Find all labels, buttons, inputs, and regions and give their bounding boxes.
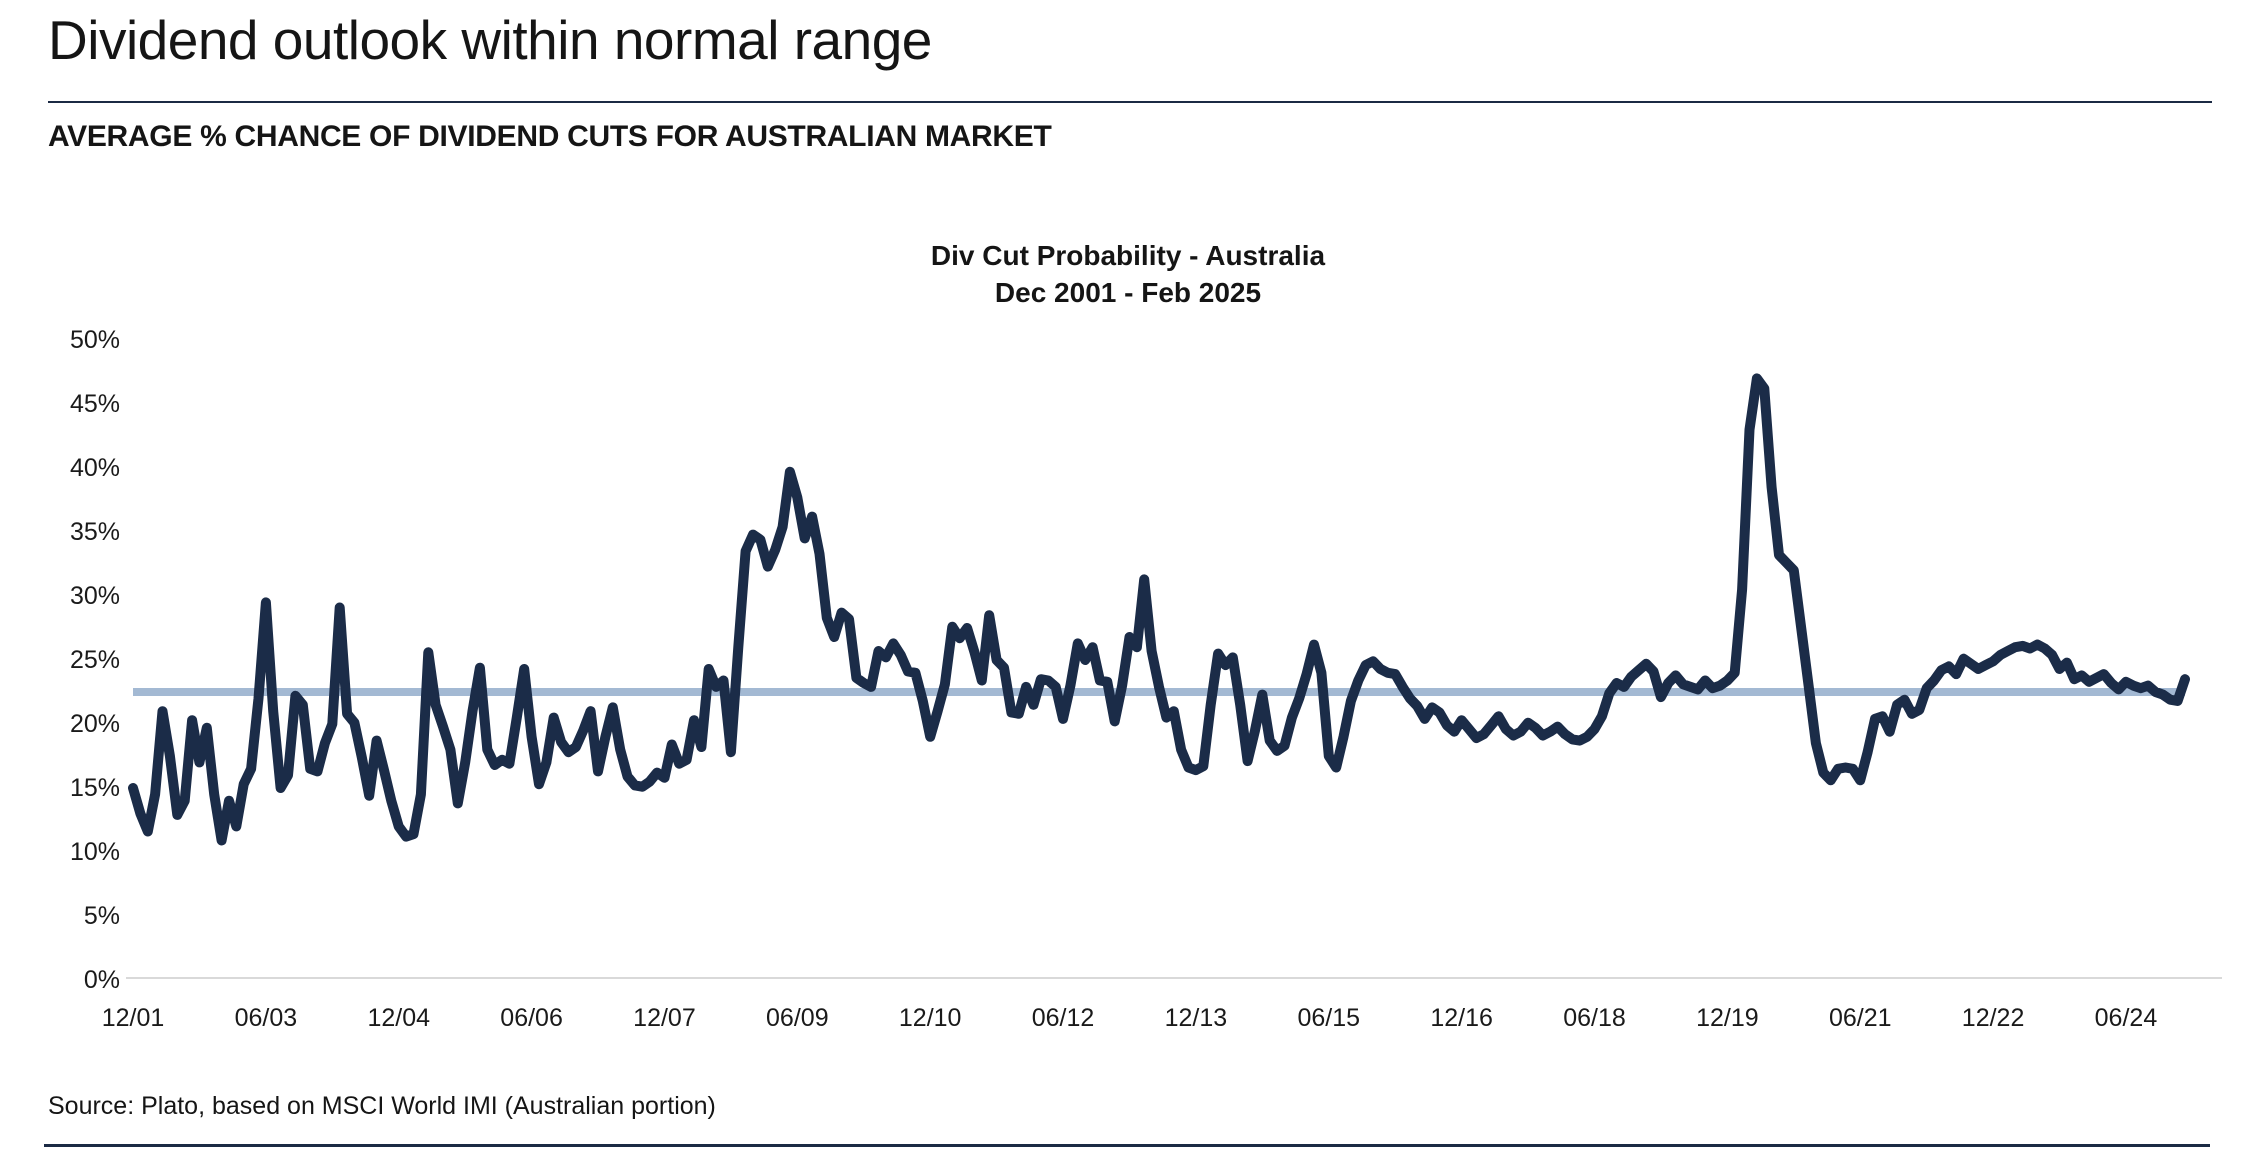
x-tick-label: 06/15	[1297, 1004, 1361, 1032]
x-tick-label: 12/04	[367, 1004, 430, 1032]
x-tick-label: 06/03	[234, 1004, 298, 1032]
chart-subtitle: Dec 2001 - Feb 2025	[994, 277, 1262, 308]
y-tick-label: 20%	[69, 710, 120, 738]
y-tick-label: 0%	[83, 966, 120, 994]
x-tick-label: 06/06	[500, 1004, 563, 1032]
y-tick-label: 30%	[69, 582, 120, 610]
x-tick-label: 12/19	[1696, 1004, 1759, 1032]
x-tick-label: 12/10	[898, 1004, 962, 1032]
x-tick-label: 12/01	[101, 1004, 165, 1032]
x-tick-label: 12/13	[1164, 1004, 1228, 1032]
page-subtitle: AVERAGE % CHANCE OF DIVIDEND CUTS FOR AU…	[48, 120, 1052, 153]
x-tick-label: 06/24	[2094, 1004, 2158, 1032]
y-tick-label: 45%	[69, 390, 120, 418]
y-tick-label: 10%	[69, 838, 120, 866]
title-divider	[48, 101, 2212, 103]
x-tick-label: 06/12	[1031, 1004, 1095, 1032]
x-tick-label: 12/22	[1961, 1004, 2025, 1032]
chart-title: Div Cut Probability - Australia	[930, 240, 1326, 271]
source-note: Source: Plato, based on MSCI World IMI (…	[48, 1092, 716, 1120]
footer-divider	[44, 1144, 2210, 1147]
x-tick-label: 06/09	[766, 1004, 829, 1032]
x-tick-label: 06/18	[1563, 1004, 1626, 1032]
y-tick-label: 35%	[69, 518, 120, 546]
y-tick-label: 5%	[83, 902, 120, 930]
x-tick-label: 12/07	[633, 1004, 696, 1032]
y-tick-label: 50%	[69, 326, 120, 354]
y-tick-label: 15%	[69, 774, 120, 802]
probability-series-line	[128, 373, 2190, 846]
x-tick-label: 06/21	[1828, 1004, 1892, 1032]
y-tick-label: 25%	[69, 646, 120, 674]
x-tick-label: 12/16	[1430, 1004, 1493, 1032]
page-title: Dividend outlook within normal range	[48, 9, 932, 71]
y-tick-label: 40%	[69, 454, 120, 482]
